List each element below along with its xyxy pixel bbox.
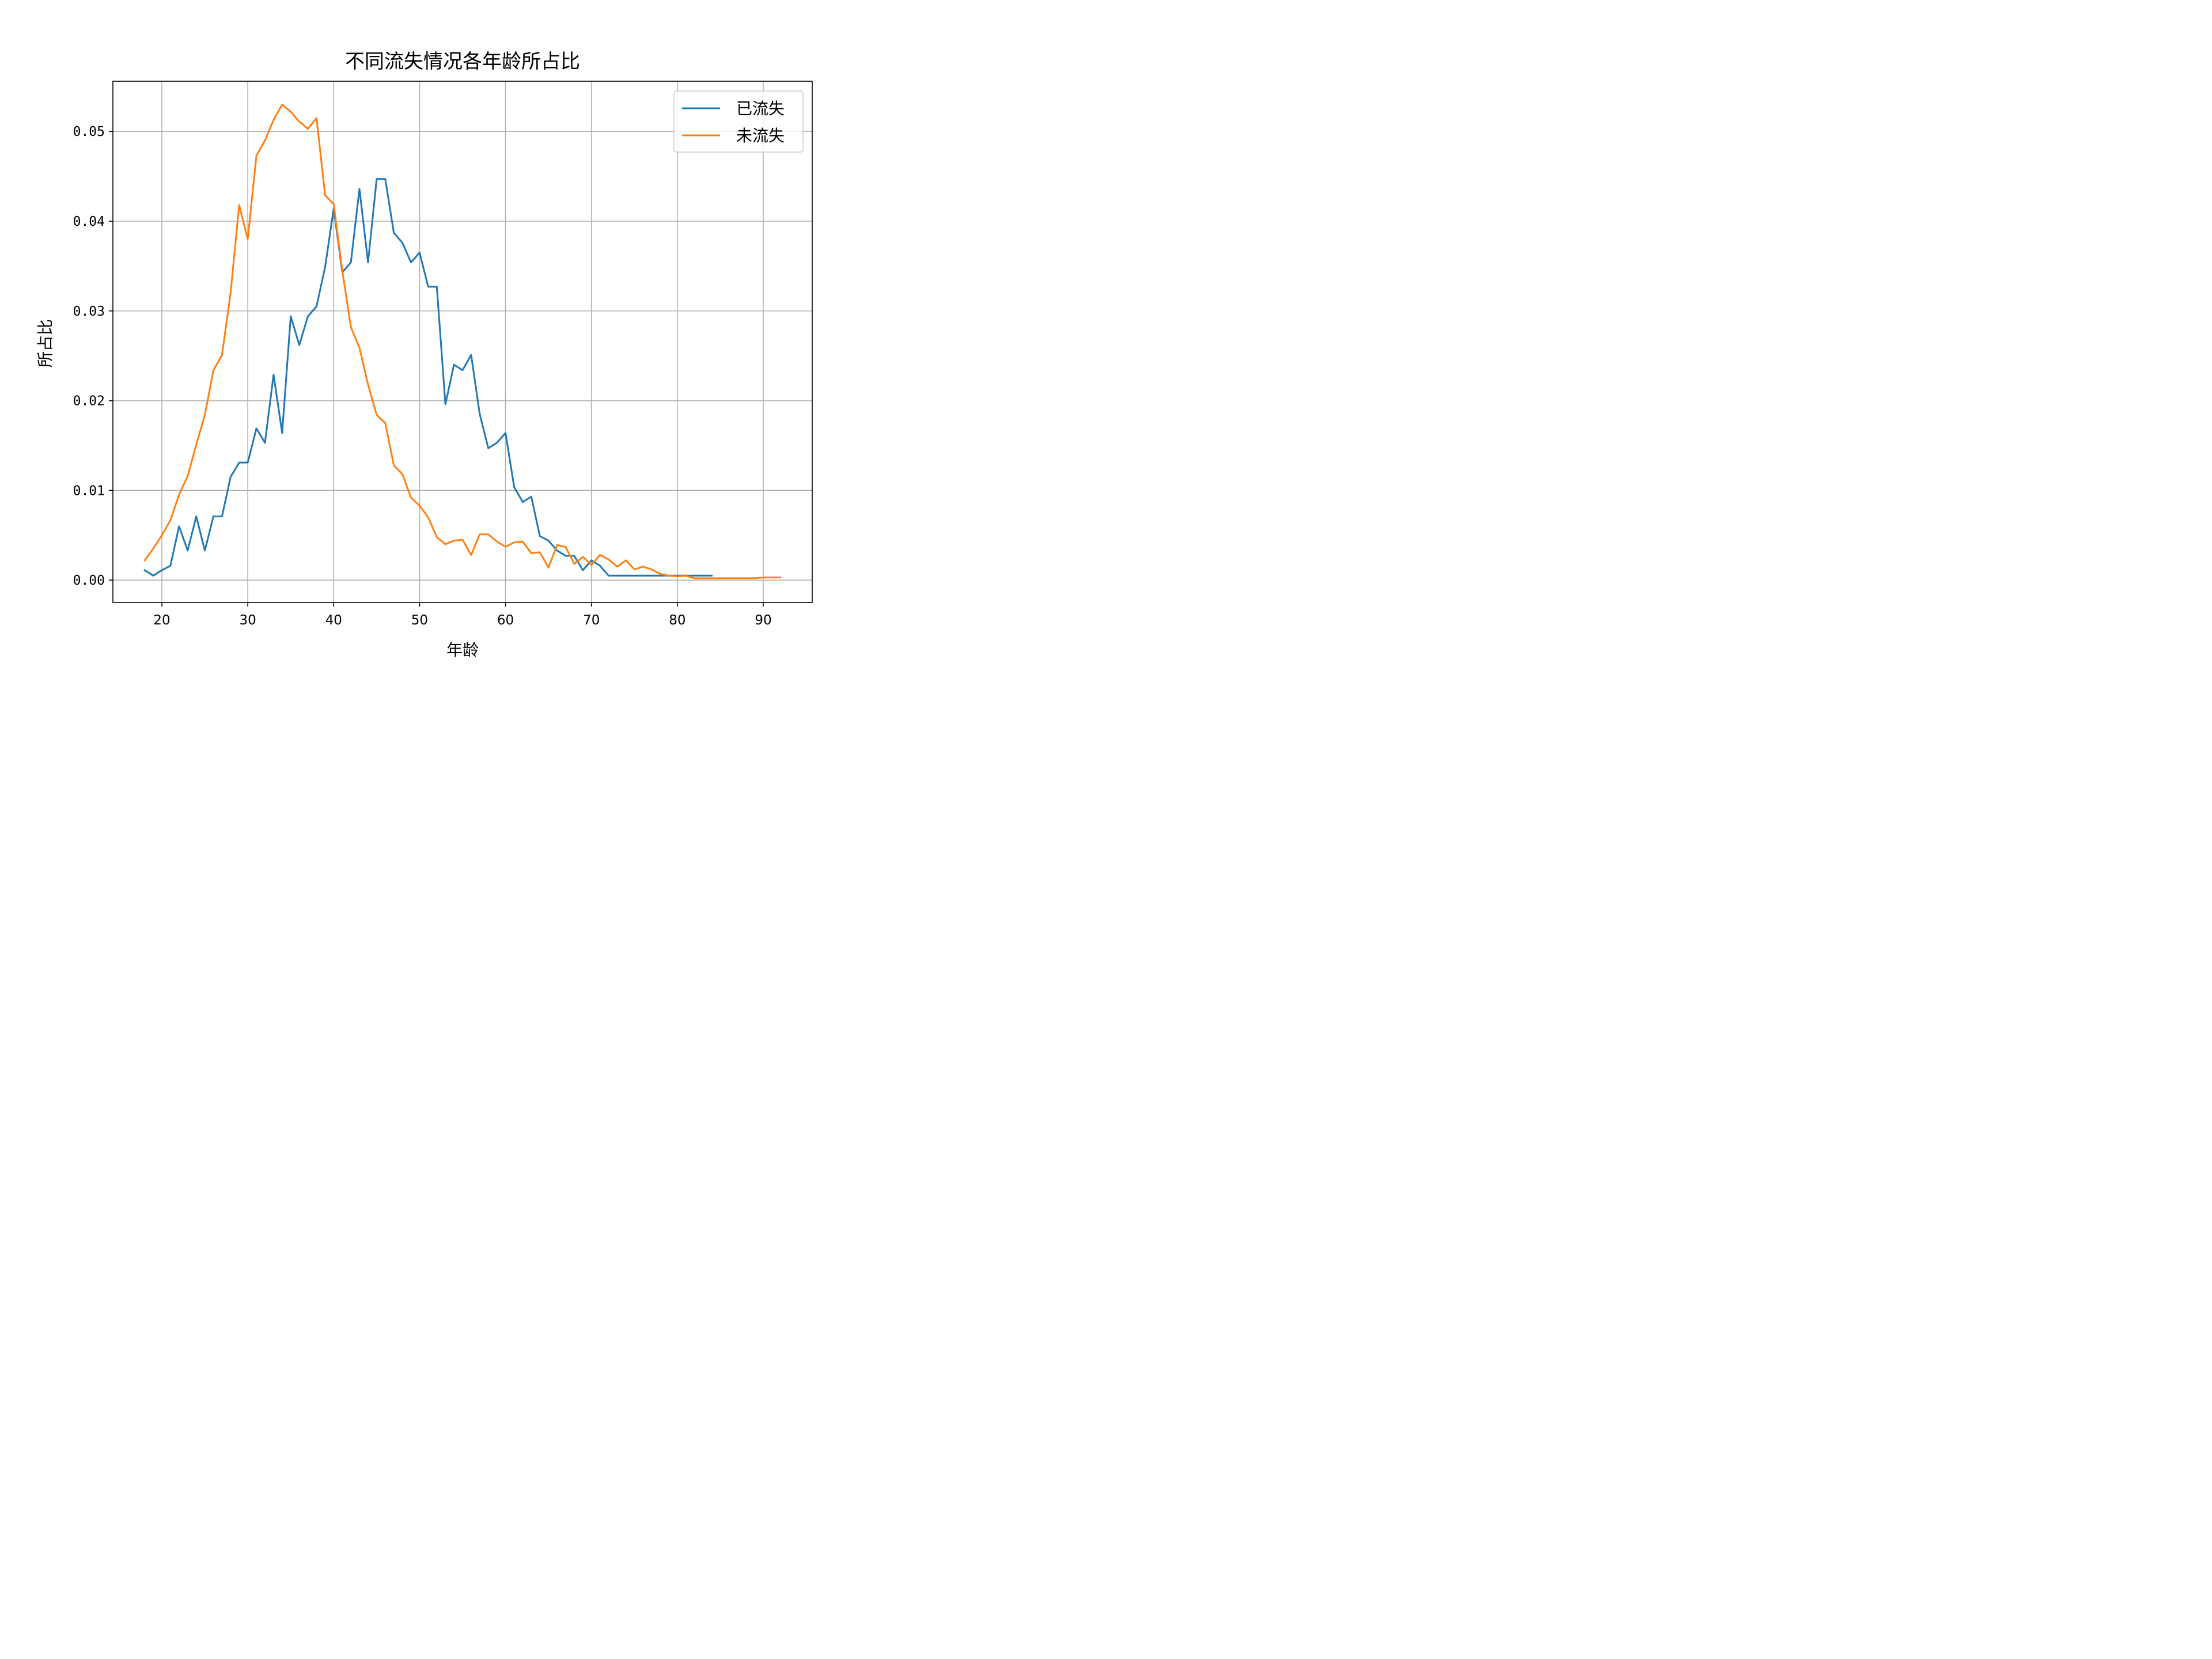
- legend-label-churned: 已流失: [736, 99, 785, 118]
- x-tick-label: 80: [669, 613, 685, 628]
- line-chart: 20 30 40 50 60 70 80 90 0.00 0.01 0.02 0.03 0.04 0.05…: [0, 0, 890, 667]
- x-tick-label: 90: [755, 613, 771, 628]
- chart-title: 不同流失情况各年龄所占比: [345, 50, 580, 73]
- series-lines: [143, 104, 782, 579]
- x-tick-label: 60: [497, 613, 514, 628]
- grid: [113, 81, 812, 603]
- x-tick-label: 70: [583, 613, 600, 628]
- legend: 已流失 未流失: [673, 90, 804, 153]
- x-tick-label: 20: [153, 613, 170, 628]
- y-tick-label: 0.02: [73, 394, 105, 409]
- series-line-churned: [143, 178, 713, 577]
- axis-ticks: 20 30 40 50 60 70 80 90 0.00 0.01 0.02 0.03 0.04 0.05: [73, 124, 772, 628]
- legend-box: [673, 90, 804, 153]
- y-tick-label: 0.05: [73, 124, 105, 139]
- x-tick-label: 50: [411, 613, 428, 628]
- x-axis-label: 年龄: [446, 641, 479, 660]
- x-tick-label: 40: [325, 613, 342, 628]
- y-tick-label: 0.03: [73, 304, 105, 319]
- series-line-retained: [143, 104, 782, 579]
- plot-frame: [112, 81, 813, 603]
- y-tick-label: 0.00: [73, 573, 105, 588]
- y-tick-label: 0.01: [73, 483, 105, 498]
- y-tick-label: 0.04: [73, 214, 105, 229]
- legend-label-retained: 未流失: [736, 126, 785, 145]
- x-tick-label: 30: [240, 613, 256, 628]
- y-axis-label: 所占比: [36, 319, 55, 368]
